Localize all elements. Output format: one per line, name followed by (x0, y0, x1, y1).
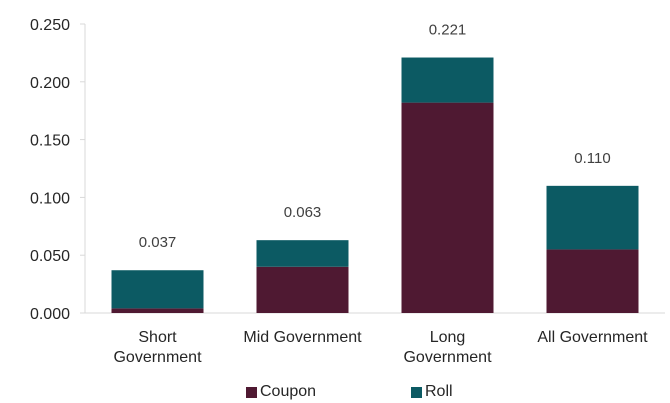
legend-label-coupon: Coupon (260, 383, 317, 400)
data-label-total: 0.037 (139, 234, 177, 251)
stacked-bar-chart: 0.000 0.050 0.100 0.150 0.200 0.250 0.037 0.06… (30, 17, 665, 366)
legend-swatch-coupon (246, 386, 257, 398)
data-label-background (127, 230, 188, 253)
legend: Coupon Roll (0, 383, 670, 403)
data-label-total: 0.221 (429, 22, 467, 39)
y-tick-label: 0.250 (30, 17, 70, 34)
bar-roll-3 (546, 185, 639, 250)
category-labels: Short Government Mid Government Long Governm… (113, 329, 648, 366)
category-label: All Government (537, 329, 648, 346)
bars (111, 57, 639, 313)
legend-item-roll: Roll (411, 383, 453, 401)
legend-label-roll: Roll (425, 383, 453, 400)
category-label: Mid Government (243, 329, 362, 346)
bar-coupon-1 (256, 266, 349, 313)
y-tick-label: 0.000 (30, 306, 70, 323)
y-tick-label: 0.100 (30, 190, 70, 207)
bar-roll-0 (111, 270, 204, 309)
bar-coupon-0 (111, 308, 204, 313)
bar-coupon-3 (546, 249, 639, 313)
data-label-background (272, 200, 333, 223)
y-tick-label: 0.150 (30, 133, 70, 150)
data-label-total: 0.110 (574, 150, 610, 167)
data-label-background (562, 145, 623, 168)
data-labels: 0.037 0.063 0.221 0.110 (127, 17, 623, 253)
y-tick-label: 0.050 (30, 248, 70, 265)
legend-item-coupon: Coupon (246, 383, 316, 401)
category-label: Short Government (113, 329, 202, 366)
y-tick-label: 0.200 (30, 75, 70, 92)
category-label: Long Government (403, 329, 492, 366)
legend-swatch-roll (411, 386, 422, 398)
bar-roll-2 (401, 57, 494, 103)
bar-coupon-2 (401, 102, 494, 313)
bar-roll-1 (256, 240, 349, 267)
data-label-background (417, 17, 478, 40)
data-label-total: 0.063 (284, 204, 322, 221)
